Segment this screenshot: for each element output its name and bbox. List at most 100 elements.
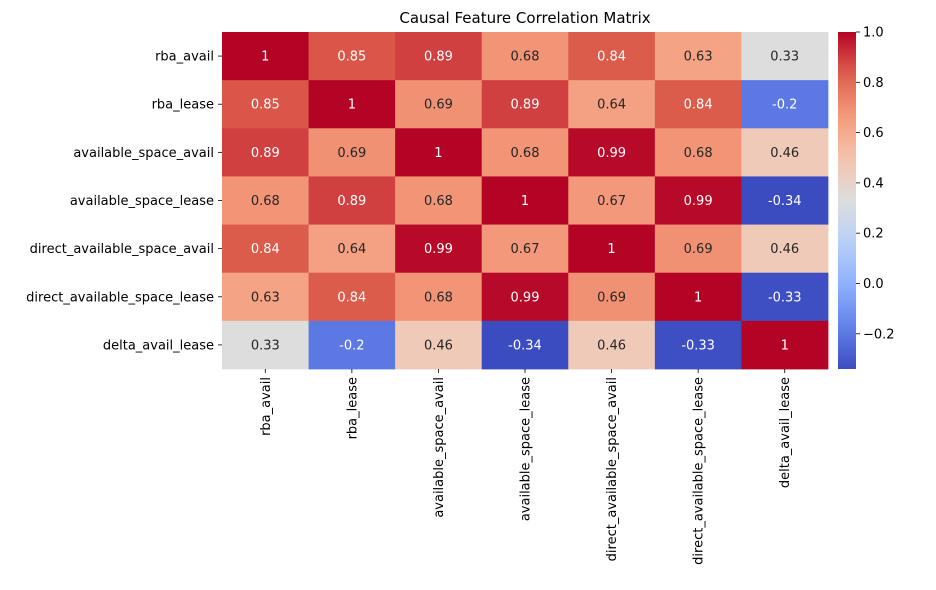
cell-annotation: 1 <box>521 194 529 209</box>
cell-annotation: 1 <box>607 242 615 257</box>
cell-annotation: 0.84 <box>337 290 366 305</box>
heatmap-cell <box>741 320 829 370</box>
cell-annotation: 1 <box>261 50 269 65</box>
cell-annotation: -0.33 <box>681 338 715 353</box>
heatmap-cell <box>741 224 829 274</box>
heatmap-cell <box>568 224 656 274</box>
heatmap-cell <box>654 320 742 370</box>
cell-annotation: 0.46 <box>770 242 799 257</box>
cell-annotation: 0.89 <box>251 146 280 161</box>
heatmap-cell <box>481 128 569 177</box>
heatmap-cell <box>395 272 483 322</box>
cell-annotation: 0.46 <box>424 338 453 353</box>
heatmap-cell <box>654 224 742 274</box>
cell-annotation: 0.99 <box>684 194 713 209</box>
heatmap-cell <box>481 32 569 81</box>
cell-annotation: 0.89 <box>337 194 366 209</box>
heatmap-cell <box>222 32 309 81</box>
colorbar-tick-label: 0.6 <box>863 126 884 141</box>
heatmap-cell <box>395 320 483 370</box>
heatmap-cell <box>308 128 396 177</box>
heatmap-cell <box>568 176 656 225</box>
heatmap-cell <box>568 272 656 322</box>
heatmap-cell <box>308 320 396 370</box>
row-label: rba_avail <box>155 50 214 65</box>
cell-annotation: 0.69 <box>424 98 453 113</box>
cell-annotation: 0.68 <box>424 194 453 209</box>
cell-annotation: 0.84 <box>684 98 713 113</box>
cell-annotation: 0.89 <box>424 50 453 65</box>
cell-annotation: -0.34 <box>768 194 802 209</box>
column-label: available_space_avail <box>432 377 447 518</box>
heatmap-cell <box>741 272 829 322</box>
colorbar-tick-label: −0.2 <box>863 327 895 342</box>
colorbar-gradient <box>838 32 856 369</box>
heatmap-cell <box>654 32 742 81</box>
cell-annotation: 0.67 <box>597 194 626 209</box>
cell-annotation: 0.69 <box>337 146 366 161</box>
heatmap-cell <box>308 176 396 225</box>
heatmap-cell <box>395 176 483 225</box>
cell-annotation: 1 <box>348 98 356 113</box>
heatmap-cell <box>481 224 569 274</box>
cell-annotation: 0.68 <box>424 290 453 305</box>
cell-annotation: -0.2 <box>339 338 364 353</box>
row-label: rba_lease <box>152 98 214 113</box>
heatmap-cell <box>395 128 483 177</box>
heatmap-cell <box>308 32 396 81</box>
cell-annotation: 0.68 <box>684 146 713 161</box>
cell-annotation: 0.85 <box>251 98 280 113</box>
heatmap-cell <box>222 176 309 225</box>
heatmap-cell <box>222 320 309 370</box>
heatmap-cell <box>222 224 309 274</box>
heatmap-cell <box>654 80 742 129</box>
heatmap-cell <box>654 176 742 225</box>
cell-annotation: 0.63 <box>684 50 713 65</box>
heatmap-cell <box>741 32 829 81</box>
cell-annotation: -0.2 <box>772 98 797 113</box>
row-label: available_space_lease <box>70 194 214 209</box>
cell-annotation: -0.34 <box>508 338 542 353</box>
heatmap-cell <box>568 320 656 370</box>
row-label: delta_avail_lease <box>103 338 214 353</box>
heatmap-cell <box>568 32 656 81</box>
cell-annotation: 0.68 <box>251 194 280 209</box>
heatmap-cell <box>741 176 829 225</box>
heatmap-cell <box>395 224 483 274</box>
column-label: direct_available_space_lease <box>692 377 707 565</box>
colorbar-tick-label: 1.0 <box>863 26 884 41</box>
heatmap-cells <box>222 32 829 370</box>
row-label: direct_available_space_lease <box>26 290 214 305</box>
colorbar-tick-label: 0.8 <box>863 76 884 91</box>
heatmap-cell <box>741 80 829 129</box>
heatmap-cell <box>568 128 656 177</box>
cell-annotation: 0.84 <box>251 242 280 257</box>
cell-annotation: 0.64 <box>337 242 366 257</box>
cell-annotation: 0.89 <box>511 98 540 113</box>
cell-annotation: 1 <box>781 338 789 353</box>
heatmap-cell <box>741 128 829 177</box>
colorbar-tick-label: 0.2 <box>863 227 884 242</box>
cell-annotation: 0.33 <box>770 50 799 65</box>
column-label: rba_avail <box>259 377 274 436</box>
chart-title: Causal Feature Correlation Matrix <box>399 9 650 27</box>
colorbar-tick-label: 0.4 <box>863 176 884 191</box>
colorbar-tick-label: 0.0 <box>863 277 884 292</box>
cell-annotation: 0.99 <box>597 146 626 161</box>
heatmap-cell <box>308 80 396 129</box>
column-labels: rba_avail rba_lease available_space_avail a… <box>259 369 793 565</box>
heatmap-cell <box>481 320 569 370</box>
heatmap-cell <box>568 80 656 129</box>
cell-annotations: 1 0.85 0.89 0.68 0.84 0.63 0.33 0.85 1 0.69 0.89 0.… <box>251 50 802 354</box>
heatmap-cell <box>308 272 396 322</box>
cell-annotation: 0.68 <box>511 146 540 161</box>
heatmap-cell <box>308 224 396 274</box>
cell-annotation: 0.68 <box>511 50 540 65</box>
cell-annotation: 0.46 <box>597 338 626 353</box>
cell-annotation: 0.33 <box>251 338 280 353</box>
cell-annotation: 0.69 <box>597 290 626 305</box>
column-label: available_space_lease <box>519 377 534 521</box>
cell-annotation: 0.99 <box>424 242 453 257</box>
cell-annotation: 1 <box>694 290 702 305</box>
